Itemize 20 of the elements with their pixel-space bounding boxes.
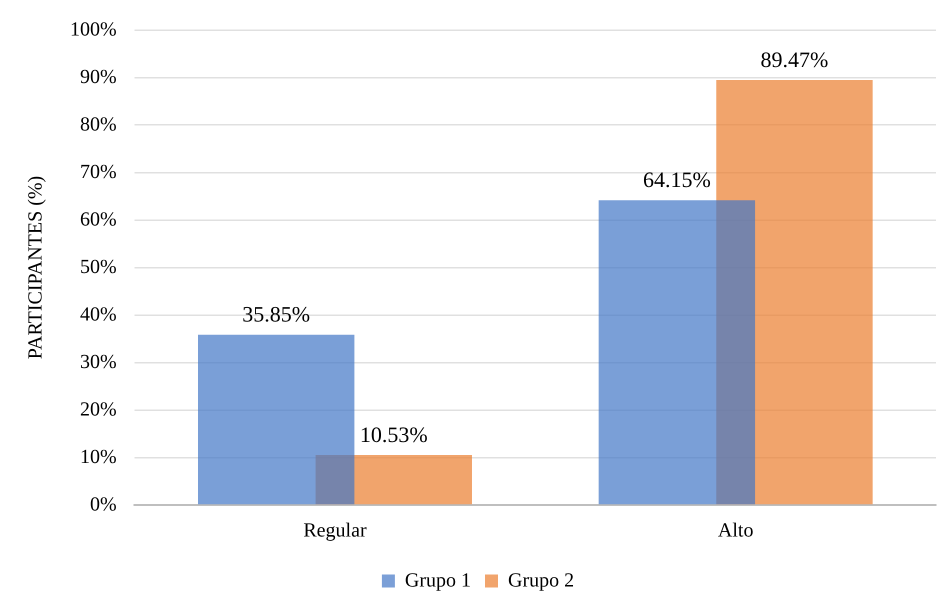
y-tick-label: 0% — [90, 493, 117, 516]
y-tick-label: 30% — [80, 350, 117, 373]
y-tick-label: 20% — [80, 398, 117, 420]
y-tick-label: 70% — [80, 160, 117, 183]
x-tick-label: Regular — [303, 519, 367, 542]
y-axis-title: PARTICIPANTES (%) — [24, 176, 46, 360]
y-tick-label: 50% — [80, 256, 117, 278]
y-tick-label: 80% — [80, 113, 117, 136]
legend-label: Grupo 2 — [508, 569, 574, 592]
y-tick-label: 100% — [70, 18, 117, 40]
legend-label: Grupo 1 — [404, 569, 472, 592]
x-tick-label: Alto — [718, 519, 754, 542]
data-label: 64.15% — [642, 167, 711, 192]
y-tick-label: 40% — [80, 303, 117, 326]
data-label: 89.47% — [760, 46, 828, 72]
y-tick-label: 10% — [80, 446, 117, 468]
data-label: 35.85% — [242, 301, 310, 326]
y-tick-label: 60% — [80, 208, 117, 230]
data-label: 10.53% — [360, 422, 428, 447]
y-tick-label: 90% — [80, 66, 117, 88]
